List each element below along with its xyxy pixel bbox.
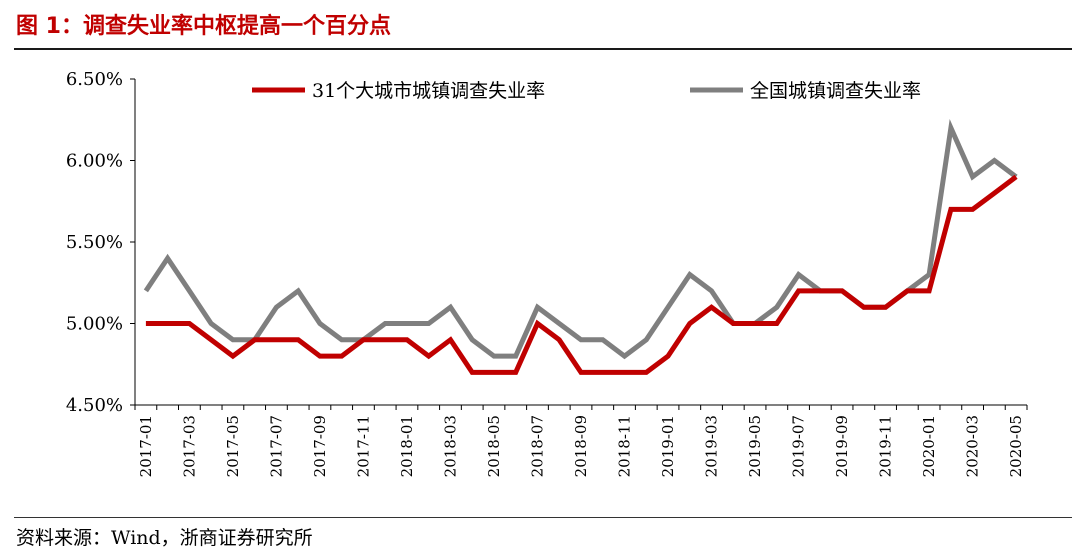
y-axis-ticks: 4.50% 5.00% 5.50% 6.00% 6.50%	[66, 69, 135, 416]
figure-title: 图 1：调查失业率中枢提高一个百分点	[16, 14, 391, 39]
x-tick-label: 2019-09	[833, 415, 851, 477]
y-tick-label: 4.50%	[66, 395, 123, 416]
chart-legend: 31个大城市城镇调查失业率 全国城镇调查失业率	[252, 80, 921, 102]
x-tick-label: 2019-03	[703, 415, 721, 477]
x-tick-label: 2018-01	[398, 415, 416, 477]
source-note: 资料来源：Wind，浙商证券研究所	[16, 527, 313, 549]
legend-label-31-cities: 31个大城市城镇调查失业率	[312, 80, 545, 102]
x-tick-label: 2018-09	[572, 415, 590, 477]
x-tick-label: 2020-01	[920, 415, 938, 477]
x-tick-label: 2018-07	[528, 415, 546, 477]
legend-label-national: 全国城镇调查失业率	[750, 80, 921, 102]
x-tick-label: 2017-03	[180, 415, 198, 477]
x-tick-label: 2017-11	[354, 415, 372, 477]
x-tick-label: 2019-05	[746, 415, 764, 477]
chart-series	[143, 119, 1018, 375]
y-tick-label: 5.00%	[66, 314, 123, 335]
y-tick-label: 6.00%	[66, 151, 123, 172]
chart-axes	[134, 79, 1027, 406]
series-line-31-cities	[145, 174, 1018, 375]
x-tick-label: 2017-07	[267, 415, 285, 477]
source-rule	[14, 517, 1072, 518]
line-chart: 4.50% 5.00% 5.50% 6.00% 6.50% 2017-01 2017-03…	[66, 69, 1028, 477]
series-line-national	[143, 119, 1018, 360]
x-tick-label: 2017-01	[137, 415, 155, 477]
x-tick-label: 2019-11	[877, 415, 895, 477]
x-tick-label: 2020-05	[1007, 415, 1025, 477]
x-tick-label: 2019-01	[659, 415, 677, 477]
x-tick-label: 2018-11	[616, 415, 634, 477]
x-tick-label: 2020-03	[964, 415, 982, 477]
x-tick-label: 2018-05	[485, 415, 503, 477]
y-tick-label: 5.50%	[66, 232, 123, 253]
y-tick-label: 6.50%	[66, 69, 123, 90]
x-tick-label: 2019-07	[790, 415, 808, 477]
x-axis-ticks: 2017-01 2017-03 2017-05 2017-07 2017-09 2017-…	[134, 405, 1028, 477]
title-rule	[14, 48, 1072, 50]
x-tick-label: 2017-09	[311, 415, 329, 477]
x-tick-label: 2017-05	[224, 415, 242, 477]
x-tick-label: 2018-03	[441, 415, 459, 477]
